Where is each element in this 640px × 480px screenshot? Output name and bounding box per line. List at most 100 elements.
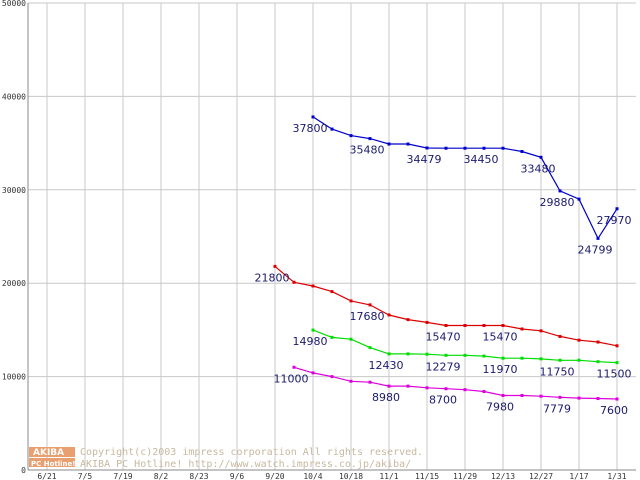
data-label: 37800	[293, 122, 328, 135]
data-point	[368, 380, 372, 384]
x-tick-label: 12/27	[529, 472, 553, 480]
data-point	[387, 313, 391, 317]
data-point	[311, 328, 315, 332]
y-axis-tick-labels: 0 10000 20000 30000 40000 50000	[2, 0, 26, 475]
data-point	[463, 146, 467, 150]
data-label: 21800	[255, 271, 290, 284]
data-point	[425, 352, 429, 356]
series-line	[293, 366, 618, 400]
data-point	[482, 324, 486, 328]
data-point	[501, 356, 505, 360]
x-tick-label: 10/4	[303, 472, 322, 480]
data-label: 11970	[483, 363, 518, 376]
data-point	[444, 387, 448, 391]
x-tick-label: 9/20	[265, 472, 284, 480]
x-tick-label: 11/29	[453, 472, 477, 480]
data-label: 11000	[274, 372, 309, 385]
x-tick-label: 6/21	[37, 472, 56, 480]
data-label: 12430	[369, 359, 404, 372]
data-point	[368, 303, 372, 307]
data-point	[482, 390, 486, 394]
data-point	[292, 365, 296, 369]
data-point	[577, 358, 581, 362]
x-tick-label: 7/5	[78, 472, 93, 480]
data-label: 12279	[426, 360, 461, 373]
data-point	[596, 236, 600, 240]
data-point	[406, 142, 410, 146]
data-label: 35480	[350, 144, 385, 157]
data-point	[596, 360, 600, 364]
data-point	[501, 146, 505, 150]
data-point	[425, 386, 429, 390]
data-point	[349, 337, 353, 341]
data-point	[311, 115, 315, 119]
chart-grid	[28, 2, 636, 471]
data-point	[520, 356, 524, 360]
chart-axes	[27, 3, 636, 471]
data-point	[406, 352, 410, 356]
y-tick-label: 10000	[2, 373, 26, 382]
x-tick-label: 12/13	[491, 472, 515, 480]
data-point	[406, 384, 410, 388]
data-point	[615, 207, 619, 211]
y-tick-label: 20000	[2, 279, 26, 288]
x-axis-tick-labels: 6/21 7/5 7/19 8/2 8/23 9/6 9/20 10/4 10/18 11/1 11…	[37, 472, 626, 480]
y-tick-label: 30000	[2, 186, 26, 195]
data-point	[463, 324, 467, 328]
data-label: 33480	[521, 162, 556, 175]
data-point	[596, 397, 600, 401]
data-point	[558, 189, 562, 193]
data-point	[444, 353, 448, 357]
data-point	[387, 352, 391, 356]
data-point	[539, 329, 543, 333]
data-point	[615, 397, 619, 401]
copyright-text: Copyright(c)2003 impress corporation All…	[80, 447, 423, 458]
data-label: 14980	[293, 335, 328, 348]
data-label: 7600	[600, 404, 628, 417]
data-label: 11500	[597, 368, 632, 381]
x-tick-label: 1/31	[607, 472, 626, 480]
chart-data-labels: 37800 35480 34479 34450 33480 29880 24799 27970…	[255, 122, 632, 417]
y-tick-label: 50000	[2, 0, 26, 8]
y-tick-label: 0	[21, 466, 26, 475]
data-label: 15470	[483, 331, 518, 344]
data-point	[349, 134, 353, 138]
site-url-text: AKIBA PC Hotline! http://www.watch.impre…	[80, 459, 411, 470]
data-point	[444, 324, 448, 328]
data-label: 15470	[426, 331, 461, 344]
x-tick-label: 8/2	[154, 472, 169, 480]
data-point	[520, 327, 524, 331]
data-point	[539, 394, 543, 398]
data-point	[349, 299, 353, 303]
logo-bottom-text: PC Hotline!	[31, 460, 75, 468]
data-point	[387, 142, 391, 146]
data-point	[482, 354, 486, 358]
data-point	[520, 393, 524, 397]
data-point	[558, 358, 562, 362]
data-point	[292, 280, 296, 284]
data-point	[330, 375, 334, 379]
data-point	[539, 357, 543, 361]
data-point	[368, 346, 372, 350]
x-tick-label: 1/17	[569, 472, 588, 480]
data-point	[501, 393, 505, 397]
data-point	[558, 334, 562, 338]
data-point	[463, 388, 467, 392]
data-point	[558, 395, 562, 399]
data-label: 11750	[540, 365, 575, 378]
data-point	[501, 324, 505, 328]
data-label: 7980	[486, 400, 514, 413]
x-tick-label: 11/15	[415, 472, 439, 480]
data-point	[520, 150, 524, 154]
data-label: 7779	[543, 402, 571, 415]
data-point	[596, 340, 600, 344]
data-point	[387, 384, 391, 388]
x-tick-label: 8/23	[189, 472, 208, 480]
data-point	[311, 284, 315, 288]
logo-top-text: AKIBA	[33, 448, 64, 458]
data-label: 8980	[372, 391, 400, 404]
x-tick-label: 10/18	[339, 472, 363, 480]
data-point	[406, 318, 410, 322]
y-tick-label: 40000	[2, 92, 26, 101]
